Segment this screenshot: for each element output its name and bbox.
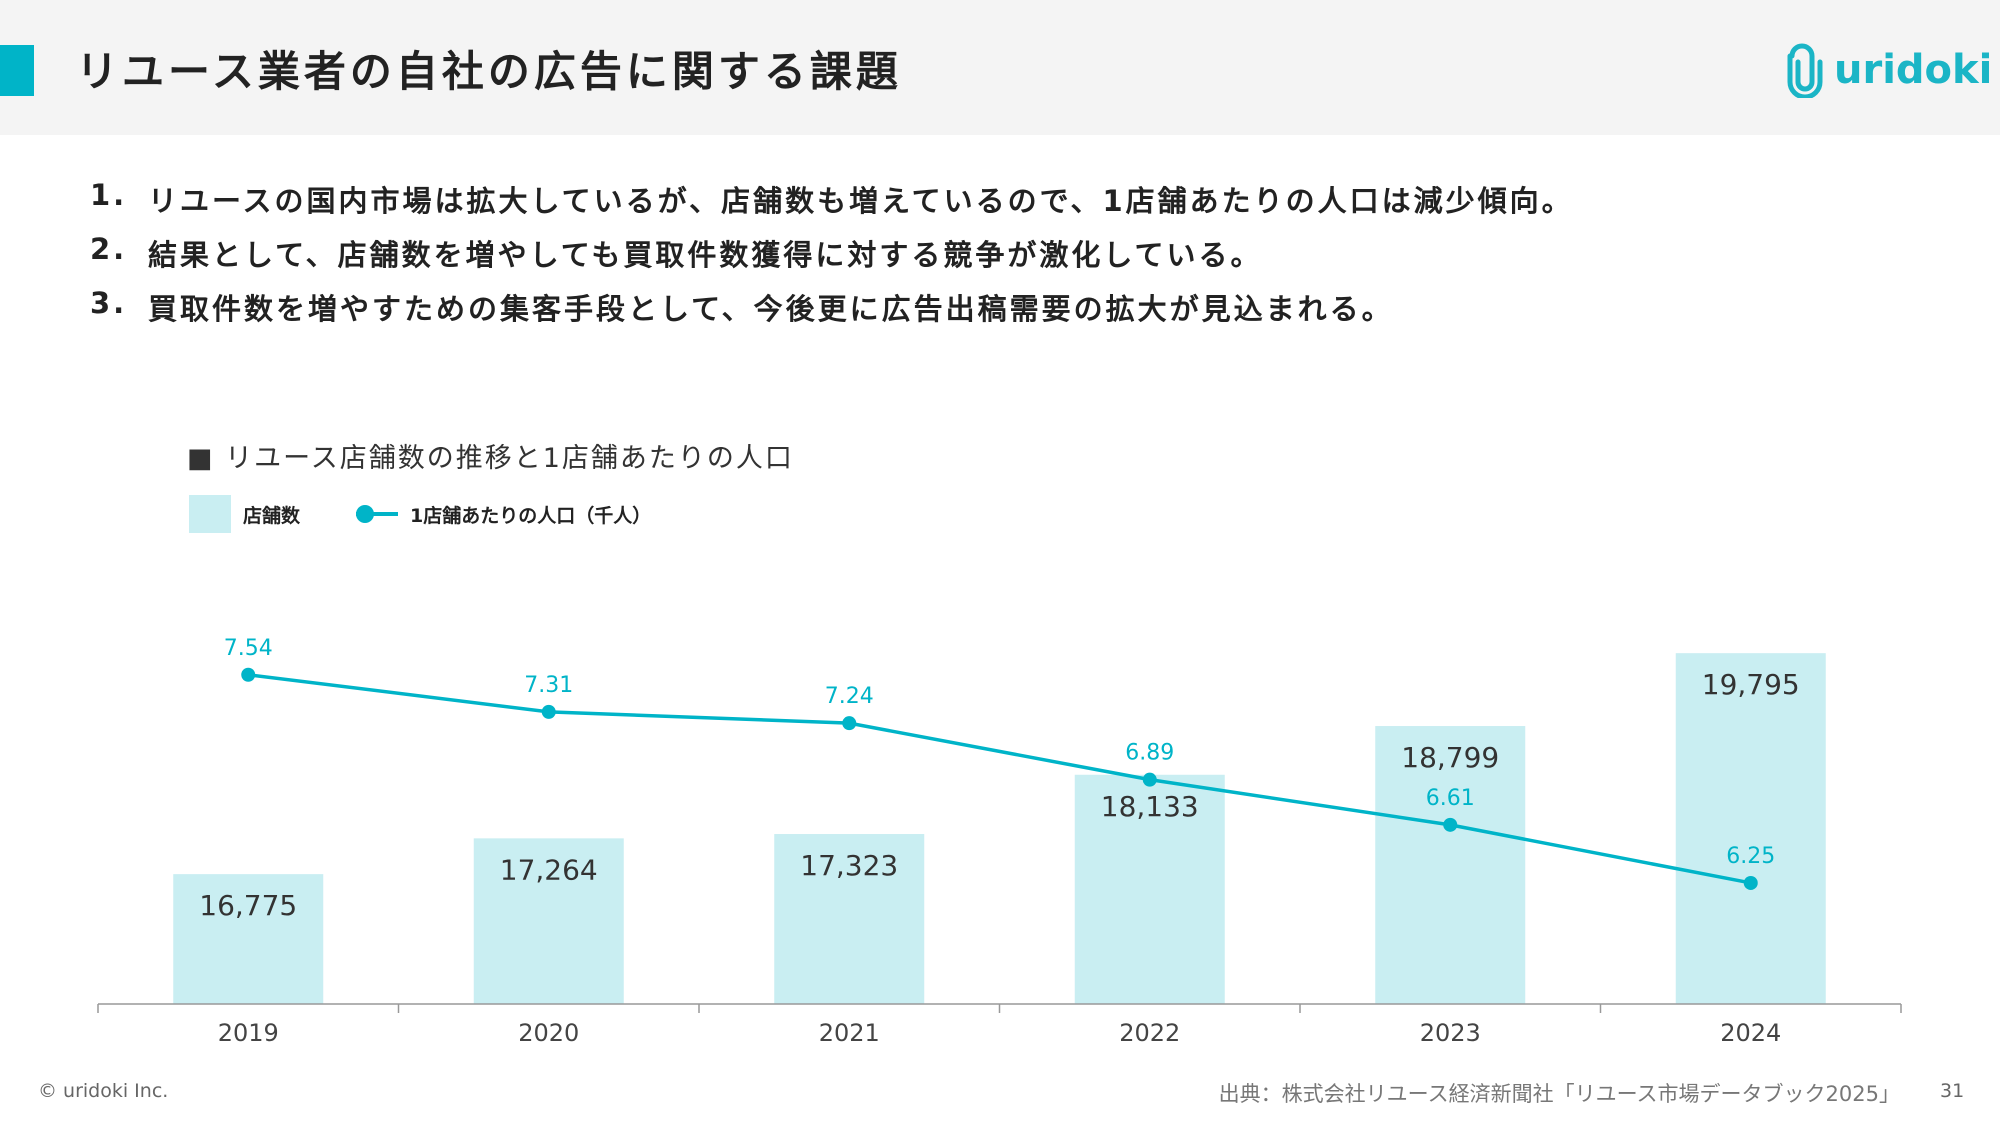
population-point [842, 716, 857, 731]
paperclip-logo-icon [1787, 43, 1823, 98]
population-point [1743, 875, 1758, 890]
copyright: © uridoki Inc. [38, 1080, 169, 1102]
x-tick-label: 2019 [218, 1019, 279, 1047]
uridoki-logo: uridoki [1786, 42, 1992, 98]
title-accent-block [0, 45, 34, 96]
population-point [241, 667, 256, 682]
page-number: 31 [1940, 1080, 1965, 1102]
population-value-label: 7.24 [825, 684, 874, 709]
x-tick-label: 2021 [819, 1019, 880, 1047]
bar-value-label: 18,133 [1101, 790, 1199, 823]
legend-label-stores: 店舗数 [243, 504, 301, 527]
x-tick-label: 2022 [1119, 1019, 1180, 1047]
x-tick-label: 2024 [1720, 1019, 1781, 1047]
x-tick-label: 2023 [1420, 1019, 1481, 1047]
point-text: リユースの国内市場は拡大しているが、店舗数も増えているので、1店舗あたりの人口は… [148, 184, 1574, 218]
population-value-label: 6.89 [1125, 741, 1174, 766]
bar-value-label: 18,799 [1401, 741, 1499, 774]
bar-2023 [1375, 726, 1526, 1004]
bar-value-label: 17,264 [500, 853, 598, 886]
bar-2021 [774, 834, 925, 1004]
chart-title: ■ リユース店舗数の推移と1店舗あたりの人口 [187, 443, 794, 474]
point-number: 1. [90, 178, 128, 212]
page-title: リユース業者の自社の広告に関する課題 [76, 47, 902, 96]
legend-bar-swatch [189, 495, 231, 533]
chart-legend: 店舗数 1店舗あたりの人口（千人） [189, 495, 651, 533]
source-citation: 出典：株式会社リユース経済新聞社「リユース市場データブック2025」 [1218, 1082, 1900, 1106]
population-point [1142, 772, 1157, 787]
bar-2024 [1675, 653, 1826, 1004]
population-value-label: 6.25 [1726, 844, 1775, 869]
bar-value-label: 17,323 [800, 849, 898, 882]
logo-text: uridoki [1834, 47, 1993, 93]
point-text: 買取件数を増やすための集客手段として、今後更に広告出稿需要の拡大が見込まれる。 [148, 292, 1394, 326]
x-tick-label: 2020 [518, 1019, 579, 1047]
population-line [248, 673, 1752, 885]
population-value-label: 6.61 [1426, 786, 1475, 811]
population-point [1443, 817, 1458, 832]
point-text: 結果として、店舗数を増やしても買取件数獲得に対する競争が激化している。 [148, 238, 1263, 272]
bar-2020 [473, 838, 624, 1004]
bar-value-label: 19,795 [1702, 668, 1800, 701]
header-bar: リユース業者の自社の広告に関する課題 uridoki [0, 0, 2000, 135]
population-point [541, 704, 556, 719]
legend-line-swatch [356, 505, 399, 523]
population-value-label: 7.54 [224, 636, 273, 661]
bar-2022 [1074, 774, 1225, 1004]
legend-label-population: 1店舗あたりの人口（千人） [410, 504, 652, 527]
point-number: 2. [90, 232, 128, 266]
point-number: 3. [90, 286, 128, 320]
bar-value-label: 16,775 [199, 889, 297, 922]
population-value-label: 7.31 [524, 673, 573, 698]
bar-2019 [173, 874, 324, 1004]
